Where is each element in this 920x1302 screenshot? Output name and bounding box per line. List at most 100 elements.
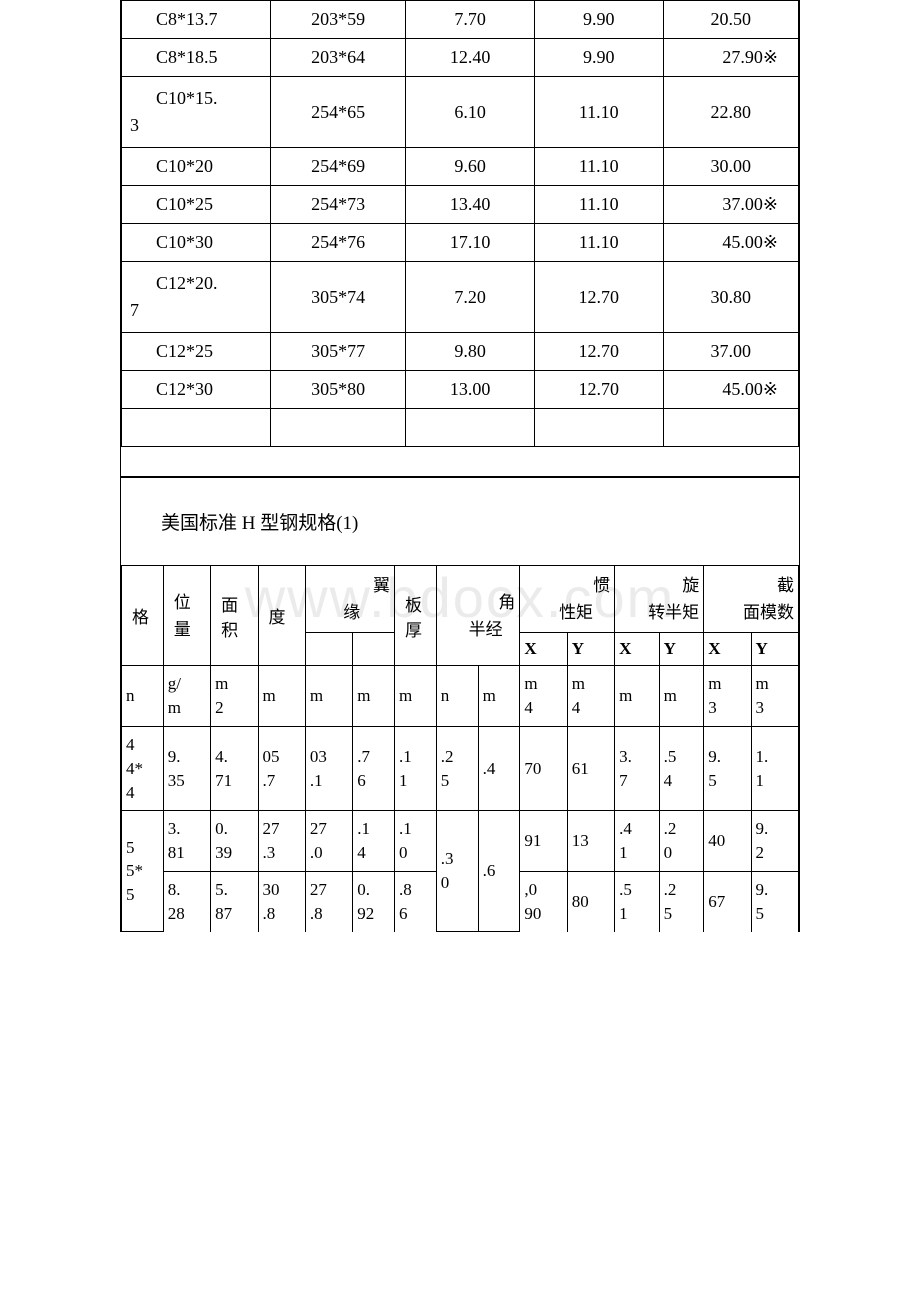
cell: 9.60 [406, 148, 535, 186]
cell: .41 [615, 811, 660, 872]
header-cell: 位量 [163, 566, 210, 666]
cell: .6 [478, 811, 520, 932]
cell: 12.70 [534, 262, 663, 333]
cell: 7 [126, 300, 139, 320]
header-cell: 翼缘 [305, 566, 394, 633]
cell: 11.10 [534, 148, 663, 186]
section-title: 美国标准 H 型钢规格(1) [121, 477, 799, 565]
cell: m [615, 666, 660, 727]
header-cell: X [520, 633, 567, 666]
cell: 44*4 [122, 726, 164, 810]
header-cell: 格 [122, 566, 164, 666]
cell: C10*25 [126, 194, 213, 215]
cell: .11 [395, 726, 437, 810]
table-row: C8*13.7 203*59 7.70 9.90 20.50 [122, 1, 799, 39]
cell: 70 [520, 726, 567, 810]
cell: m [258, 666, 305, 727]
cell: m3 [704, 666, 751, 727]
cell: .10 [395, 811, 437, 872]
cell: m4 [520, 666, 567, 727]
cell: C10*15. [126, 88, 218, 108]
cell: 03.1 [305, 726, 352, 810]
units-row: n g/m m2 m m m m n m m4 m4 m m m3 m3 [122, 666, 799, 727]
cell: 91 [520, 811, 567, 872]
cell: 203*59 [270, 1, 405, 39]
cell: .25 [659, 871, 704, 931]
cell: 7.70 [406, 1, 535, 39]
header-cell: Y [751, 633, 798, 666]
cell: 254*65 [270, 77, 405, 148]
cell: 12.70 [534, 371, 663, 409]
cell: 67 [704, 871, 751, 931]
header-cell: X [704, 633, 751, 666]
cell: 40 [704, 811, 751, 872]
cell: 9.5 [751, 871, 798, 931]
header-cell: Y [567, 633, 614, 666]
cell: 12.40 [406, 39, 535, 77]
header-cell: 惯性矩 [520, 566, 615, 633]
cell: 37.00 [663, 333, 798, 371]
cell: 305*74 [270, 262, 405, 333]
cell: .54 [659, 726, 704, 810]
table-row: C12*30 305*80 13.00 12.70 45.00※ [122, 371, 799, 409]
cell: C12*30 [126, 379, 213, 400]
cell: 11.10 [534, 186, 663, 224]
cell: .20 [659, 811, 704, 872]
cell: 8.28 [163, 871, 210, 931]
cell: 9.80 [406, 333, 535, 371]
cell: m [659, 666, 704, 727]
cell: 27.8 [305, 871, 352, 931]
header-cell [353, 633, 395, 666]
cell: m [305, 666, 352, 727]
cell: .4 [478, 726, 520, 810]
cell: 3 [126, 115, 139, 135]
cell: C12*20. [126, 273, 218, 293]
cell: 27.0 [305, 811, 352, 872]
cell: m [353, 666, 395, 727]
header-cell: 截面模数 [704, 566, 799, 633]
header-cell: 板厚 [395, 566, 437, 666]
cell: 1.1 [751, 726, 798, 810]
cell: m [395, 666, 437, 727]
cell: n [122, 666, 164, 727]
cell: 0.39 [211, 811, 258, 872]
cell: 9.5 [704, 726, 751, 810]
cell: .30 [436, 811, 478, 932]
cell: 30.00 [663, 148, 798, 186]
header-cell [305, 633, 352, 666]
header-cell: 度 [258, 566, 305, 666]
cell: ,090 [520, 871, 567, 931]
cell: 9.90 [534, 39, 663, 77]
cell: 17.10 [406, 224, 535, 262]
cell: 9.2 [751, 811, 798, 872]
cell: 9.90 [534, 1, 663, 39]
cell: .25 [436, 726, 478, 810]
cell: 254*69 [270, 148, 405, 186]
cell: .51 [615, 871, 660, 931]
cell: .86 [395, 871, 437, 931]
cell: C10*20 [126, 156, 213, 177]
table-row: C10*25 254*73 13.40 11.10 37.00※ [122, 186, 799, 224]
cell: 254*73 [270, 186, 405, 224]
h-beam-table: 格 位量 面积 度 翼缘 板厚 角半经 惯性矩 旋转半矩 截面模数 [121, 565, 799, 932]
cell: 6.10 [406, 77, 535, 148]
cell: 27.3 [258, 811, 305, 872]
cell: 3.7 [615, 726, 660, 810]
data-row: 44*4 9.35 4.71 05.7 03.1 .76 .11 .25 .4 … [122, 726, 799, 810]
cell: 12.70 [534, 333, 663, 371]
cell: m2 [211, 666, 258, 727]
cell: 45.00※ [663, 224, 798, 262]
cell: C8*13.7 [126, 9, 218, 30]
header-row: 格 位量 面积 度 翼缘 板厚 角半经 惯性矩 旋转半矩 截面模数 [122, 566, 799, 633]
cell: 80 [567, 871, 614, 931]
channel-steel-table: C8*13.7 203*59 7.70 9.90 20.50 C8*18.5 2… [121, 0, 799, 447]
cell: 254*76 [270, 224, 405, 262]
cell: 13 [567, 811, 614, 872]
cell: g/m [163, 666, 210, 727]
table-row: C10*30 254*76 17.10 11.10 45.00※ [122, 224, 799, 262]
header-cell: X [615, 633, 660, 666]
cell: 13.00 [406, 371, 535, 409]
cell: 20.50 [663, 1, 798, 39]
cell: 9.35 [163, 726, 210, 810]
cell: 4.71 [211, 726, 258, 810]
